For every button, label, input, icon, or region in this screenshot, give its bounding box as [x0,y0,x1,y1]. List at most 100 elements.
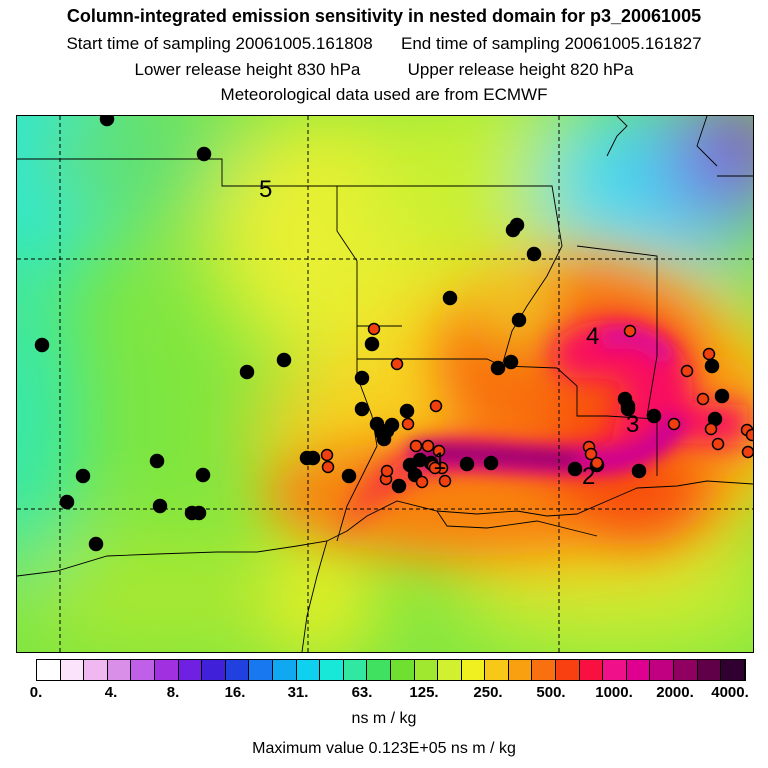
color-scale-swatch [107,660,132,680]
station-marker [646,408,662,424]
station-marker [380,464,394,478]
figure-title: Column-integrated emission sensitivity i… [66,6,702,26]
color-scale-swatch [461,660,486,680]
station-marker [152,498,168,514]
tick-label: 250. [473,684,503,701]
tick-label: 16. [224,684,246,701]
start-time-label: Start time of sampling 20061005.161808 [66,34,373,53]
color-scale-swatch [556,660,580,680]
station-marker [195,467,211,483]
tick-label: 0. [29,684,43,701]
color-scale-swatch [532,660,557,680]
station-marker [354,370,370,386]
color-scale-swatch [367,660,391,680]
color-scale-swatch [154,660,179,680]
tick-label: 4. [104,684,118,701]
station-marker [384,417,400,433]
color-scale-swatch [485,660,509,680]
tick-label: 63. [351,684,373,701]
upper-release-label: Upper release height 820 hPa [407,60,634,79]
color-scale-swatch [84,660,108,680]
station-marker [391,478,407,494]
color-scale-bar [36,659,746,681]
lower-release-label: Lower release height 830 hPa [134,60,361,79]
sampling-time-line: Start time of sampling 20061005.161808 E… [0,34,768,54]
tick-label: 125. [409,684,439,701]
color-scale-swatch [414,660,439,680]
station-marker [390,357,404,371]
station-marker [714,388,730,404]
tick-label: 2000. [656,684,694,701]
color-scale-swatch [674,660,698,680]
station-marker [584,447,598,461]
station-marker [696,392,710,406]
station-marker [320,448,334,462]
station-marker [490,360,506,376]
station-marker [399,403,415,419]
met-data-label: Meteorological data used are from ECMWF [220,85,548,104]
station-marker [704,358,720,374]
tick-label: 8. [166,684,180,701]
color-scale-swatch [343,660,368,680]
color-scale-swatch [697,660,722,680]
color-scale-swatch [721,660,745,680]
color-scale-swatch [178,660,203,680]
station-marker [503,354,519,370]
release-height-line: Lower release height 830 hPa Upper relea… [0,60,768,80]
stations-black [34,116,730,552]
color-scale-swatch [225,660,250,680]
station-marker [428,461,442,475]
station-marker [305,450,321,466]
station-marker [276,352,292,368]
station-marker [459,456,475,472]
station-marker [667,417,681,431]
color-scale-swatch [249,660,273,680]
station-marker [59,494,75,510]
region-label-4: 4 [586,323,599,350]
emission-sensitivity-map: 1 2 3 4 5 [17,116,753,652]
station-marker [631,463,647,479]
station-marker [680,364,694,378]
station-marker [702,347,716,361]
station-marker [511,312,527,328]
region-label-3: 3 [626,411,639,438]
station-marker [442,290,458,306]
station-marker [354,401,370,417]
station-marker [321,460,335,474]
station-marker [741,445,753,459]
station-marker [191,505,207,521]
station-marker [590,456,604,470]
station-marker [401,417,415,431]
station-marker [88,536,104,552]
lat-lon-grid [17,116,753,652]
end-time-label: End time of sampling 20061005.161827 [401,34,702,53]
station-marker [374,425,390,441]
units-label: ns m / kg [351,710,417,727]
station-marker [421,439,435,453]
station-marker [75,468,91,484]
region-label-5: 5 [259,176,272,203]
station-marker [526,246,542,262]
station-marker [711,437,725,451]
color-scale-swatch [131,660,155,680]
station-marker [429,399,443,413]
color-scale-swatch [37,660,61,680]
station-marker [34,337,50,353]
station-marker [196,146,212,162]
region-label-1: 1 [433,448,446,475]
color-scale-swatch [650,660,675,680]
color-scale-swatch [626,660,651,680]
color-scale-swatch [579,660,604,680]
color-scale-swatch [202,660,226,680]
tick-label: 4000. [711,684,749,701]
station-marker [341,468,357,484]
color-scale-swatch [508,660,533,680]
map-panel: 1 2 3 4 5 [16,115,754,653]
color-scale-swatch [296,660,321,680]
station-marker [149,453,165,469]
tick-label: 1000. [595,684,633,701]
color-scale-swatch [320,660,344,680]
station-marker [432,444,446,458]
tick-label: 31. [287,684,309,701]
station-marker [415,475,429,489]
